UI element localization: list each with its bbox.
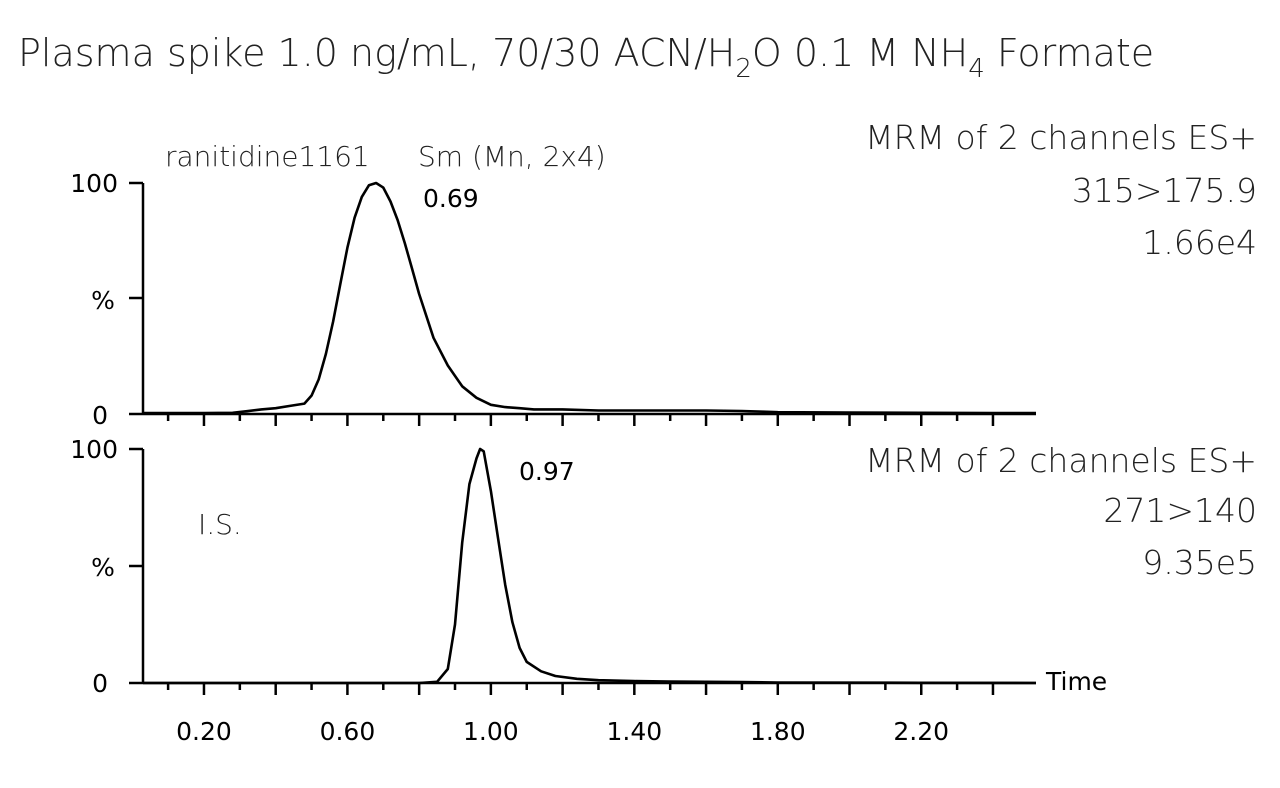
top-y-label-100: 100: [70, 169, 118, 198]
x-tick-label-0.20: 0.20: [176, 717, 232, 746]
smoothing-label: Sm (Mn, 2x4): [418, 140, 606, 173]
top-header-line-1: MRM of 2 channels ES+: [865, 118, 1257, 157]
bottom-y-label-0: 0: [92, 669, 108, 698]
title-subscript-1: 2: [735, 54, 752, 84]
top-header-line-3: 1.66e4: [1142, 223, 1257, 262]
bottom-y-label-100: 100: [70, 435, 118, 464]
top-chromatogram-trace: [143, 181, 1036, 415]
top-y-label-0: 0: [92, 401, 108, 430]
title-part-3: Formate: [985, 31, 1154, 75]
top-y-label-percent: %: [91, 286, 115, 315]
top-peak-label: 0.69: [423, 184, 479, 213]
x-tick-label-1.40: 1.40: [606, 717, 662, 746]
figure-title: Plasma spike 1.0 ng/mL, 70/30 ACN/H2O 0.…: [18, 31, 1154, 84]
bottom-header-line-2: 271>140: [1103, 491, 1257, 530]
bottom-x-ticks: [166, 683, 995, 695]
bottom-chromatogram-trace: [143, 447, 1037, 685]
x-axis-title: Time: [1045, 667, 1107, 696]
bottom-y-label-percent: %: [91, 553, 115, 582]
title-part-2: O 0.1 M NH: [752, 31, 968, 75]
title-subscript-2: 4: [968, 54, 985, 84]
bottom-header-line-1: MRM of 2 channels ES+: [865, 441, 1257, 480]
top-x-ticks: [166, 414, 995, 426]
x-tick-labels: 0.20 0.60 1.00 1.40 1.80 2.20: [176, 717, 949, 746]
top-header-line-2: 315>175.9: [1072, 171, 1257, 210]
x-tick-label-1.00: 1.00: [463, 717, 519, 746]
internal-standard-label: I.S.: [198, 508, 242, 541]
x-tick-label-2.20: 2.20: [893, 717, 949, 746]
bottom-peak-label: 0.97: [519, 457, 575, 486]
sample-label: ranitidine1161: [165, 140, 370, 173]
title-part-1: Plasma spike 1.0 ng/mL, 70/30 ACN/H: [18, 31, 735, 75]
bottom-header-line-3: 9.35e5: [1142, 543, 1257, 582]
x-tick-label-0.60: 0.60: [320, 717, 376, 746]
x-tick-label-1.80: 1.80: [750, 717, 806, 746]
